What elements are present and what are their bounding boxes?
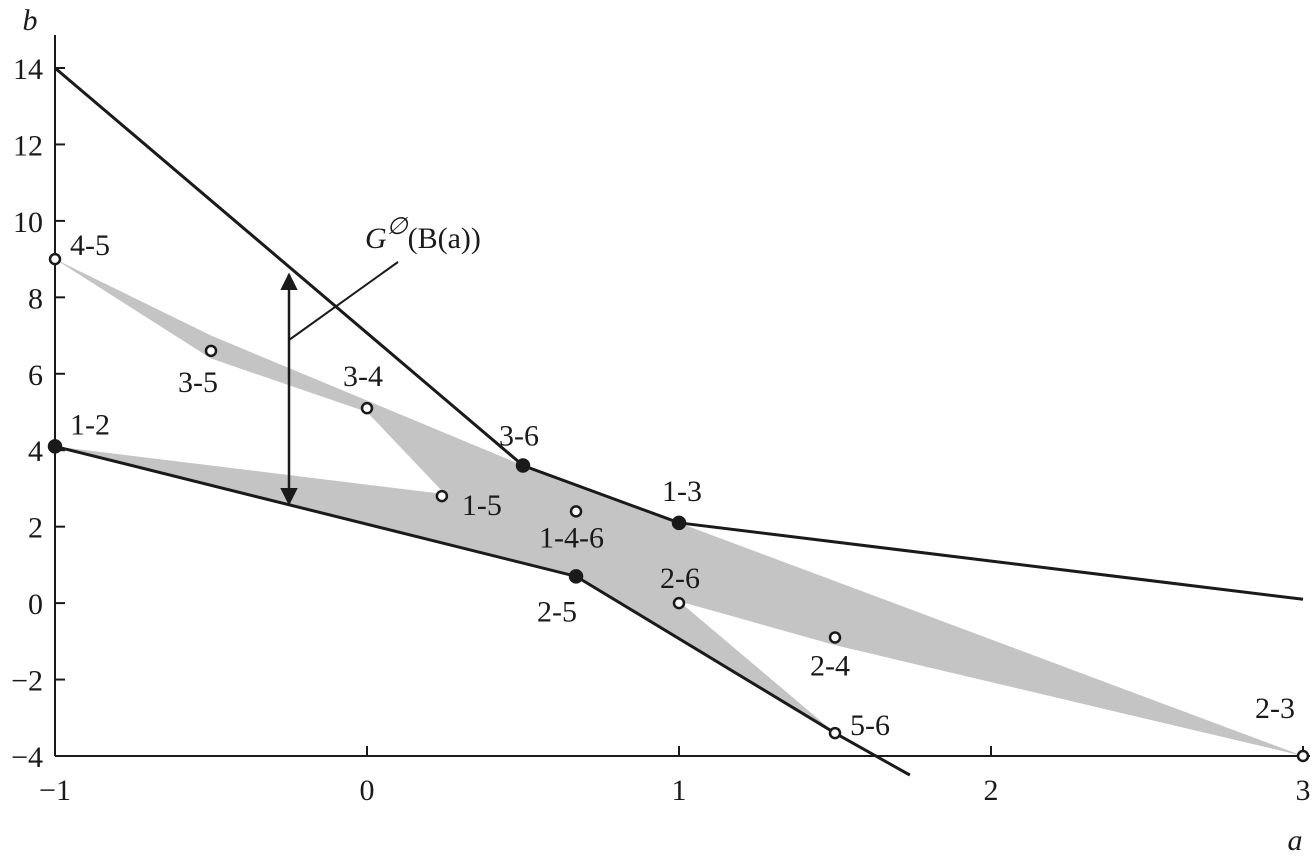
leader-line xyxy=(288,261,399,341)
annotation-superscript: ∅ xyxy=(387,214,409,240)
y-axis-label: b xyxy=(23,4,38,37)
vertex-label: 1-3 xyxy=(662,475,702,508)
vertex-label: 2-3 xyxy=(1255,692,1295,725)
vertex-open xyxy=(360,401,374,415)
vertex-label: 5-6 xyxy=(850,709,890,742)
vertex-filled xyxy=(568,569,584,584)
x-tick-label: 3 xyxy=(1296,774,1311,807)
x-tick-label: −1 xyxy=(39,774,71,807)
vertex-open xyxy=(828,631,842,644)
y-tick-label: 4 xyxy=(28,435,43,468)
vertex-open xyxy=(828,726,842,740)
y-tick-label: 14 xyxy=(13,53,43,86)
vertex-filled xyxy=(671,515,687,531)
vertex-open xyxy=(569,505,583,518)
y-tick-label: 8 xyxy=(28,282,43,315)
vertex-label: 3-5 xyxy=(178,366,218,399)
vertex-label: 2-4 xyxy=(810,650,850,683)
y-tick-label: 2 xyxy=(28,512,43,545)
vertex-label: 1-4-6 xyxy=(539,521,604,554)
x-tick-label: 1 xyxy=(672,774,687,807)
y-tick-label: 10 xyxy=(13,206,43,239)
vertex-filled xyxy=(47,439,63,454)
y-tick-label: 6 xyxy=(28,359,43,392)
y-tick-label: −4 xyxy=(11,741,43,774)
x-tick-label: 2 xyxy=(984,774,999,807)
vertex-open xyxy=(1296,749,1310,763)
vertex-label: 2-5 xyxy=(537,595,577,628)
boundary-line xyxy=(54,444,911,777)
vertex-open xyxy=(204,344,218,358)
y-tick-label: 0 xyxy=(28,588,43,621)
annotation: G∅(B(a)) xyxy=(365,214,481,255)
vertex-label: 3-6 xyxy=(499,420,539,453)
y-tick-label: −2 xyxy=(11,665,43,698)
vertex-open xyxy=(435,489,449,503)
y-tick-label: 12 xyxy=(13,129,43,162)
annotation-base: G xyxy=(365,222,387,255)
vertex-label: 1-5 xyxy=(462,489,502,522)
vertex-open xyxy=(672,596,686,610)
vertex-label: 2-6 xyxy=(660,562,700,595)
annotation-argument: (B(a)) xyxy=(408,222,481,255)
vertex-label: 3-4 xyxy=(343,360,383,393)
x-axis-label: a xyxy=(1288,824,1303,857)
vertex-filled xyxy=(515,458,531,473)
vertex-label: 4-5 xyxy=(70,229,110,262)
x-tick-label: 0 xyxy=(360,774,375,807)
vertex-open xyxy=(48,252,62,266)
vertex-label: 1-2 xyxy=(70,408,110,441)
boundary-line xyxy=(54,66,1304,601)
